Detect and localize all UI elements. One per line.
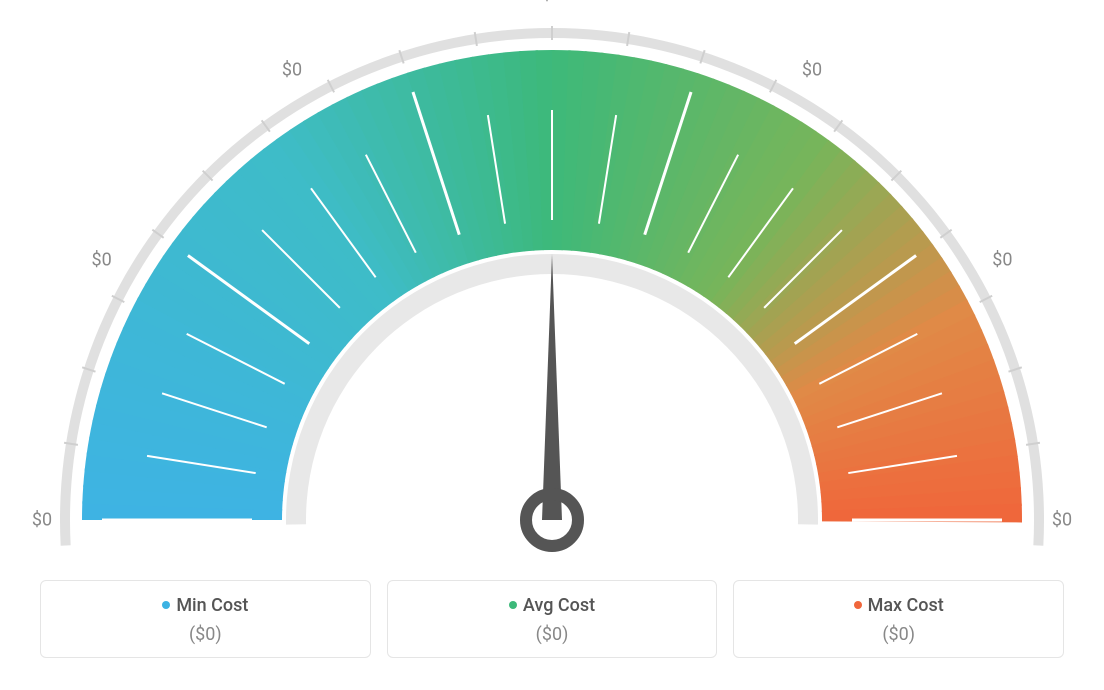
legend-title-avg: Avg Cost [388,595,717,616]
legend-value-max: ($0) [734,624,1063,645]
legend-value-avg: ($0) [388,624,717,645]
legend-card-max: Max Cost ($0) [733,580,1064,658]
dot-icon [162,601,170,609]
gauge-svg [22,0,1082,560]
legend-label-avg: Avg Cost [523,595,595,616]
gauge-tick-label: $0 [32,510,52,531]
gauge-tick-label: $0 [992,250,1012,271]
legend-card-min: Min Cost ($0) [40,580,371,658]
legend-title-min: Min Cost [41,595,370,616]
gauge-tick-label: $0 [542,0,562,5]
legend-card-avg: Avg Cost ($0) [387,580,718,658]
legend-title-max: Max Cost [734,595,1063,616]
legend-row: Min Cost ($0) Avg Cost ($0) Max Cost ($0… [40,580,1064,658]
dot-icon [509,601,517,609]
gauge-tick-label: $0 [282,59,302,80]
gauge-tick-label: $0 [802,59,822,80]
dot-icon [854,601,862,609]
gauge-chart: $0 $0 $0 $0 $0 $0 $0 [22,0,1082,560]
legend-label-max: Max Cost [868,595,944,616]
legend-value-min: ($0) [41,624,370,645]
gauge-tick-label: $0 [92,250,112,271]
gauge-tick-label: $0 [1052,510,1072,531]
legend-label-min: Min Cost [176,595,248,616]
